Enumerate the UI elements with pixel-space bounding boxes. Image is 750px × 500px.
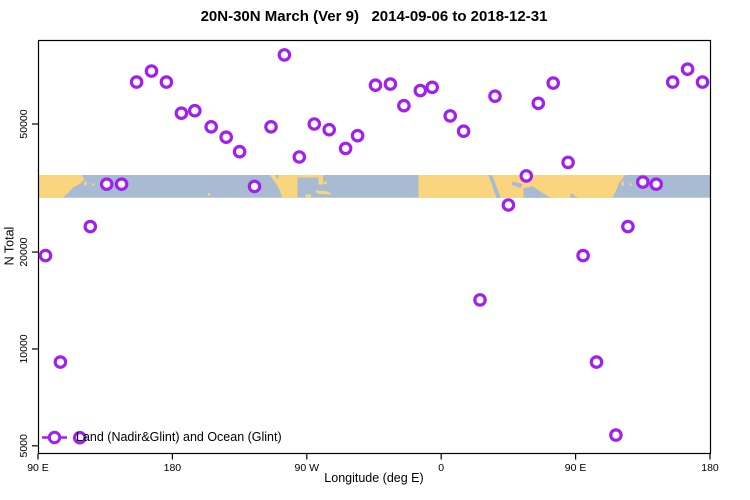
- data-point: [114, 177, 129, 191]
- data-point: [519, 169, 534, 183]
- x-tick-label: 90 E: [565, 462, 587, 474]
- data-point: [159, 75, 174, 89]
- data-point: [488, 89, 502, 103]
- x-tick-label: 90 W: [295, 462, 320, 474]
- legend-label: Land (Nadir&Glint) and Ocean (Glint): [76, 430, 282, 444]
- x-tick-label: 180: [701, 462, 719, 474]
- land-polygon: [305, 194, 311, 198]
- x-tick-label: 90 E: [27, 462, 49, 474]
- data-point: [277, 48, 292, 62]
- data-point: [397, 98, 411, 113]
- chart-title: 20N-30N March (Ver 9) 2014-09-06 to 2018…: [200, 8, 548, 25]
- data-point: [649, 177, 663, 191]
- data-point: [531, 96, 546, 111]
- data-point: [501, 198, 516, 212]
- data-point: [443, 109, 457, 123]
- data-point: [129, 75, 144, 89]
- data-point: [561, 155, 575, 170]
- data-point: [546, 76, 560, 90]
- data-point: [174, 106, 189, 120]
- data-point: [204, 120, 218, 134]
- land-polygon: [38, 175, 85, 198]
- land-polygon: [92, 183, 95, 186]
- data-point: [456, 124, 471, 138]
- y-axis-title: N Total: [2, 226, 17, 266]
- data-point: [635, 175, 650, 189]
- legend-sample-circle: [47, 430, 62, 445]
- data-point: [665, 75, 680, 89]
- y-tick-label: 10000: [18, 334, 30, 363]
- data-point: [383, 77, 398, 91]
- data-point: [695, 75, 710, 89]
- land-polygon: [84, 180, 87, 187]
- data-point: [99, 177, 114, 191]
- data-point: [413, 83, 428, 98]
- data-point: [307, 117, 322, 131]
- land-polygon: [629, 183, 632, 186]
- map-strip: [38, 175, 710, 198]
- data-point: [247, 179, 262, 194]
- x-tick-label: 180: [164, 462, 182, 474]
- data-point: [264, 120, 278, 134]
- data-point: [576, 248, 590, 263]
- x-axis-title: Longitude (deg E): [324, 471, 424, 485]
- water-polygon: [488, 175, 501, 198]
- land-polygon: [296, 175, 321, 178]
- data-point: [425, 80, 439, 95]
- data-point: [53, 355, 68, 369]
- data-point: [83, 219, 98, 234]
- y-tick-label: 5000: [18, 434, 30, 458]
- data-point: [473, 293, 487, 307]
- data-point: [609, 428, 623, 442]
- data-point: [292, 150, 307, 164]
- land-polygon: [277, 175, 298, 198]
- data-point: [144, 64, 159, 78]
- x-tick-label: 0: [438, 462, 444, 474]
- land-polygon: [621, 180, 625, 187]
- data-point: [73, 430, 87, 445]
- data-point: [338, 141, 353, 156]
- y-tick-label: 20000: [18, 237, 30, 266]
- data-point: [322, 122, 336, 137]
- data-point: [350, 128, 365, 143]
- data-point: [589, 355, 604, 369]
- land-polygon: [207, 192, 211, 196]
- data-point: [232, 144, 247, 159]
- water-polygon: [511, 181, 523, 189]
- data-point: [38, 248, 53, 263]
- data-point: [188, 103, 202, 118]
- plot-border: [37, 39, 712, 455]
- data-point: [621, 219, 635, 234]
- land-polygon: [318, 175, 323, 185]
- land-polygon: [323, 181, 328, 185]
- data-point: [680, 62, 695, 76]
- data-point: [368, 78, 383, 92]
- y-tick-label: 50000: [18, 109, 30, 138]
- land-polygon: [315, 190, 332, 195]
- water-polygon: [570, 192, 578, 198]
- water-polygon: [523, 186, 551, 198]
- land-polygon: [418, 175, 625, 198]
- data-point: [219, 130, 233, 144]
